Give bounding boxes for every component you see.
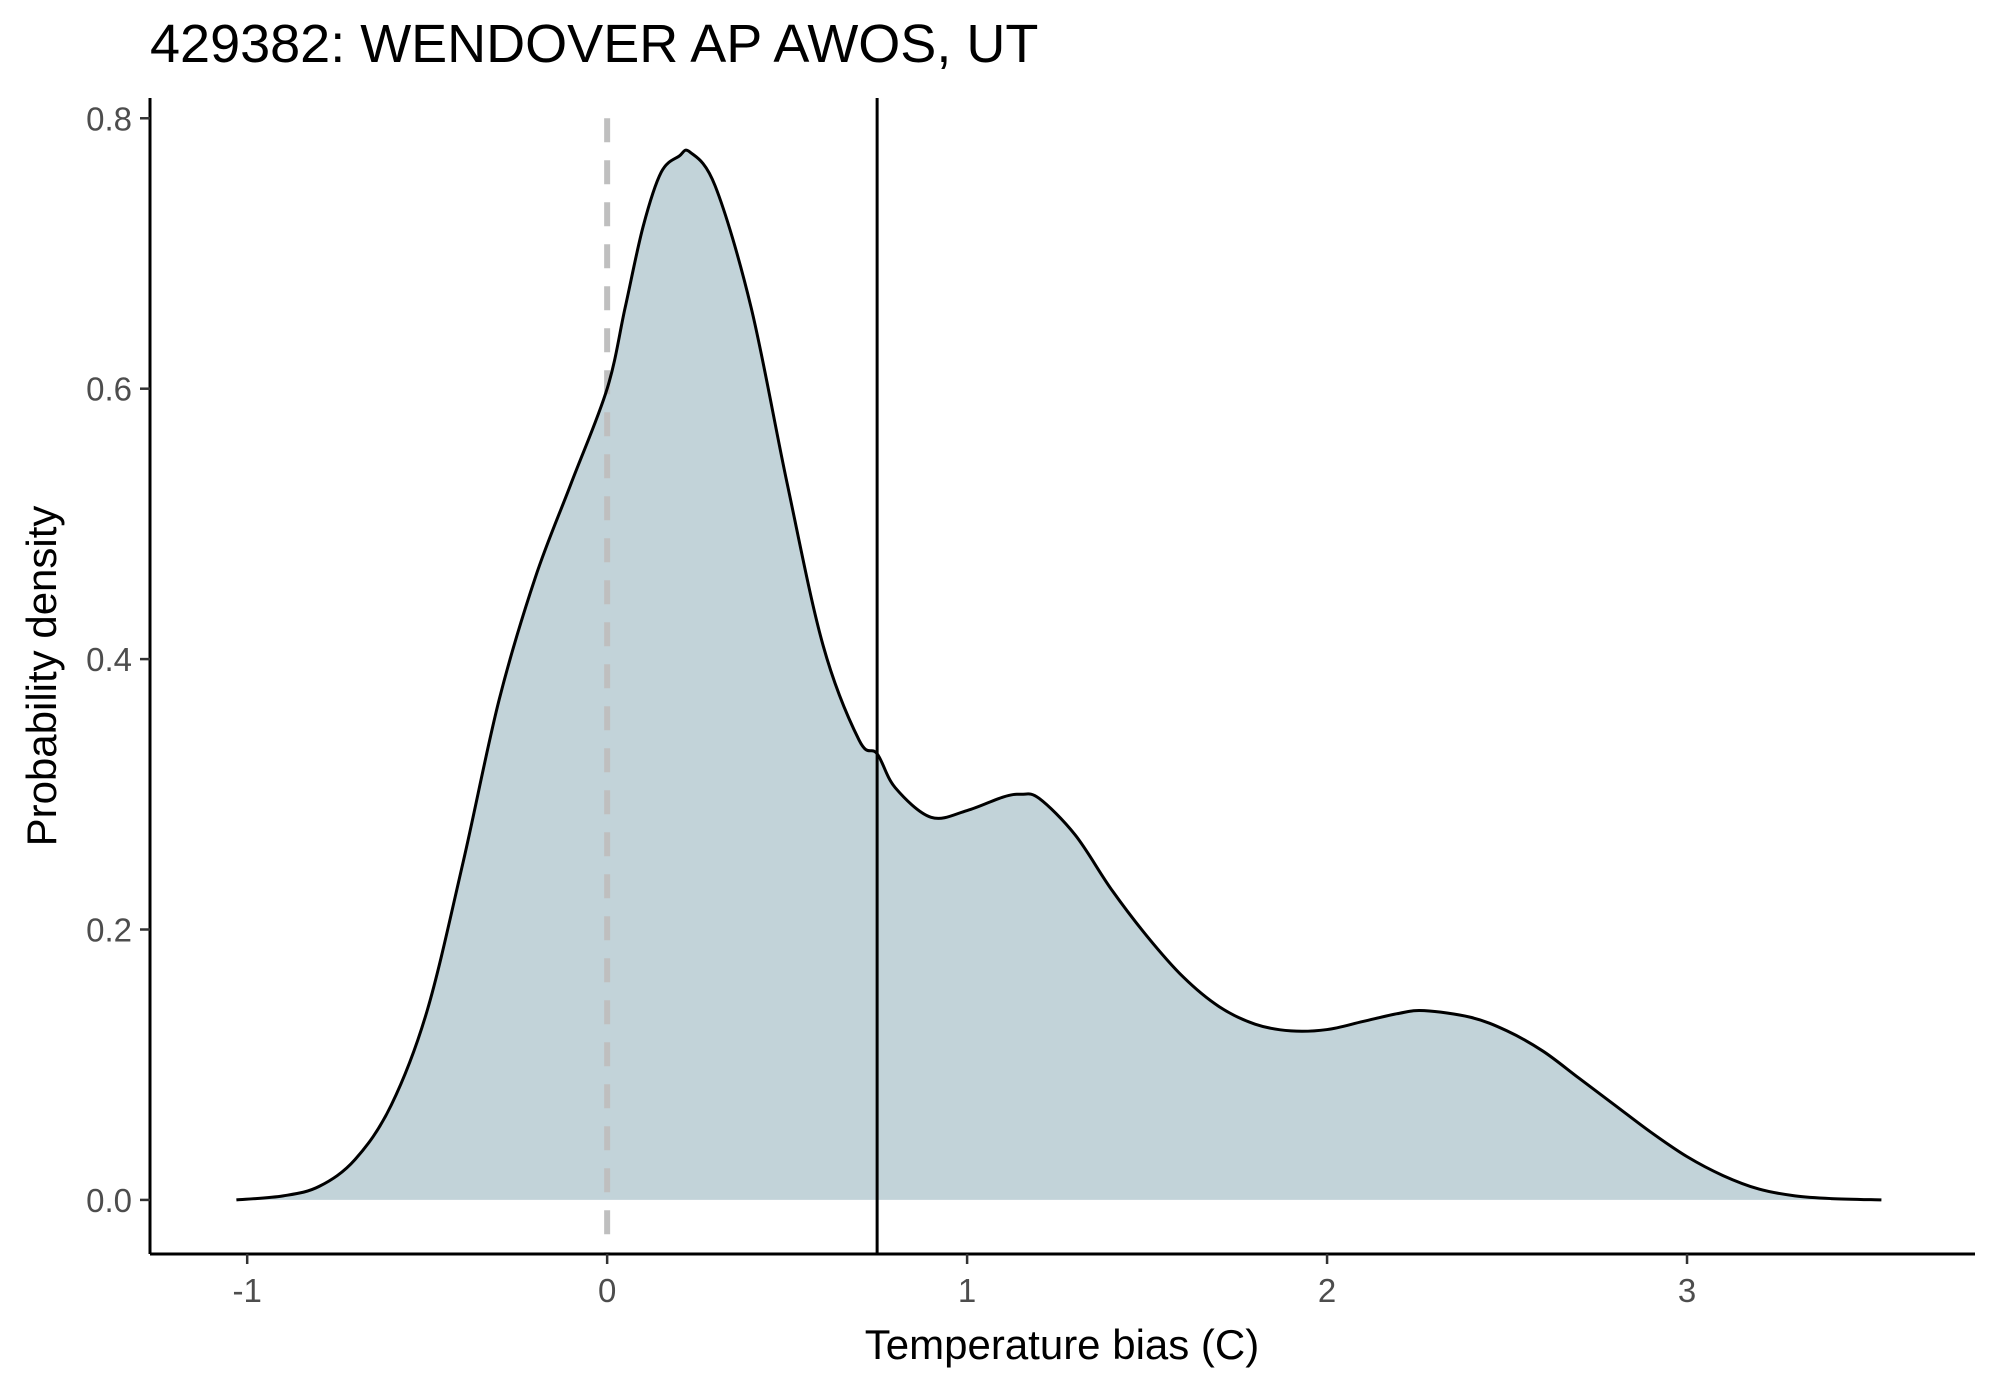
y-tick-label: 0.2	[86, 912, 132, 949]
density-curve-line	[236, 148, 1882, 1202]
y-tick-label: 0.0	[86, 1182, 132, 1219]
x-tick-label: 0	[598, 1272, 616, 1309]
y-axis-title: Probability density	[18, 506, 65, 847]
x-tick-label: 3	[1678, 1272, 1696, 1309]
y-tick-label: 0.6	[86, 371, 132, 408]
x-tick-label: 2	[1318, 1272, 1336, 1309]
ticks: -1 0 1 2 3 0.0 0.2 0.4 0.6 0.8	[86, 100, 1696, 1309]
plot-area	[236, 98, 1882, 1254]
chart-title: 429382: WENDOVER AP AWOS, UT	[150, 14, 1038, 74]
y-tick-label: 0.4	[86, 641, 132, 678]
x-axis-title: Temperature bias (C)	[865, 1321, 1259, 1368]
x-tick-label: 1	[958, 1272, 976, 1309]
axes	[148, 98, 1975, 1256]
y-tick-label: 0.8	[86, 100, 132, 137]
density-area-fill	[236, 150, 1882, 1200]
x-tick-label: -1	[233, 1272, 262, 1309]
